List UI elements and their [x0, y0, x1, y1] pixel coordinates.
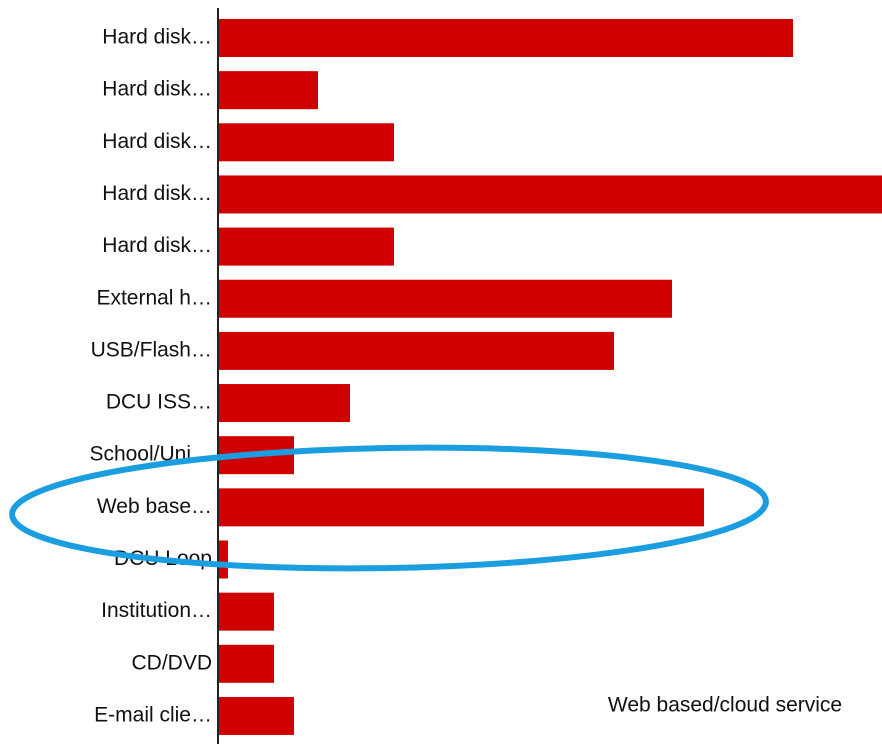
highlight-ellipse [9, 444, 769, 572]
annotation: Web based/cloud service [608, 694, 842, 717]
bar [218, 488, 704, 527]
y-tick-label: Hard disk… [102, 182, 212, 205]
bar [218, 592, 274, 631]
y-tick-label: E-mail clie… [94, 703, 212, 726]
y-tick-label: DCU ISS… [106, 391, 212, 414]
bar [218, 331, 614, 370]
bar [218, 644, 274, 683]
y-tick-label: USB/Flash… [91, 338, 212, 361]
y-tick-label: Institution… [101, 599, 212, 622]
bar [218, 696, 294, 735]
bar [218, 540, 228, 579]
y-tick-label: Web base… [97, 495, 212, 518]
bar [218, 71, 318, 110]
bar [218, 279, 672, 318]
bar [218, 227, 394, 266]
y-tick-label: Hard disk… [102, 130, 212, 153]
bar [218, 384, 350, 423]
bar [218, 175, 882, 214]
bar [218, 123, 394, 162]
y-tick-label: External h… [96, 286, 212, 309]
y-tick-label: Hard disk… [102, 234, 212, 257]
bar [218, 19, 793, 57]
y-tick-label: Hard disk… [102, 78, 212, 101]
y-tick-label: Hard disk… [102, 26, 212, 49]
y-tick-label: CD/DVD [131, 651, 212, 674]
